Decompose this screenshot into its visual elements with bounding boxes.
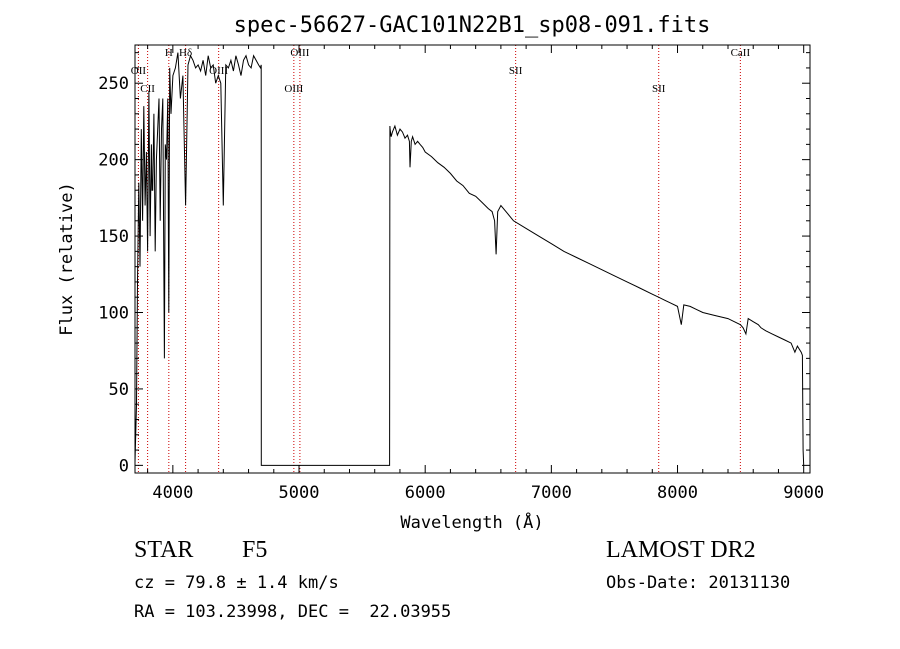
spectrum-line — [134, 52, 805, 466]
x-tick-label: 9000 — [783, 483, 824, 503]
marker-label: CII — [140, 83, 155, 95]
marker-label: H — [165, 47, 173, 59]
marker-label: Hδ — [179, 47, 192, 59]
marker-label: OIII — [290, 47, 309, 59]
y-tick-label: 0 — [119, 456, 129, 476]
x-tick-label: 5000 — [279, 483, 320, 503]
x-tick-label: 6000 — [405, 483, 446, 503]
x-axis-label: Wavelength (Å) — [400, 511, 543, 533]
obs-date: Obs-Date: 20131130 — [606, 573, 791, 593]
survey-label: LAMOST DR2 — [606, 537, 756, 563]
marker-label: OII — [131, 65, 147, 77]
marker-label: CaII — [731, 47, 751, 59]
marker-label: OIII — [284, 83, 303, 95]
coordinates: RA = 103.23998, DEC = 22.03955 — [134, 602, 452, 622]
plot-frame — [134, 44, 811, 474]
y-tick-label: 250 — [98, 74, 129, 94]
marker-label: SII — [652, 83, 666, 95]
y-axis-label: Flux (relative) — [57, 182, 77, 336]
y-tick-label: 100 — [98, 304, 129, 324]
chart-title: spec-56627-GAC101N22B1_sp08-091.fits — [234, 13, 711, 38]
y-tick-label: 200 — [98, 151, 129, 171]
x-tick-label: 4000 — [152, 483, 193, 503]
x-tick-label: 7000 — [531, 483, 572, 503]
y-axis-ticks: 0 50 100 150 200 250 — [98, 52, 810, 476]
y-tick-label: 50 — [109, 380, 129, 400]
object-class: STAR — [134, 537, 194, 563]
redshift-info: cz = 79.8 ± 1.4 km/s — [134, 573, 339, 593]
marker-label: SII — [509, 65, 523, 77]
y-tick-label: 150 — [98, 227, 129, 247]
x-tick-label: 8000 — [657, 483, 698, 503]
spectral-subclass: F5 — [242, 537, 268, 563]
x-axis-ticks: 4000 5000 6000 7000 8000 9000 — [147, 45, 824, 503]
